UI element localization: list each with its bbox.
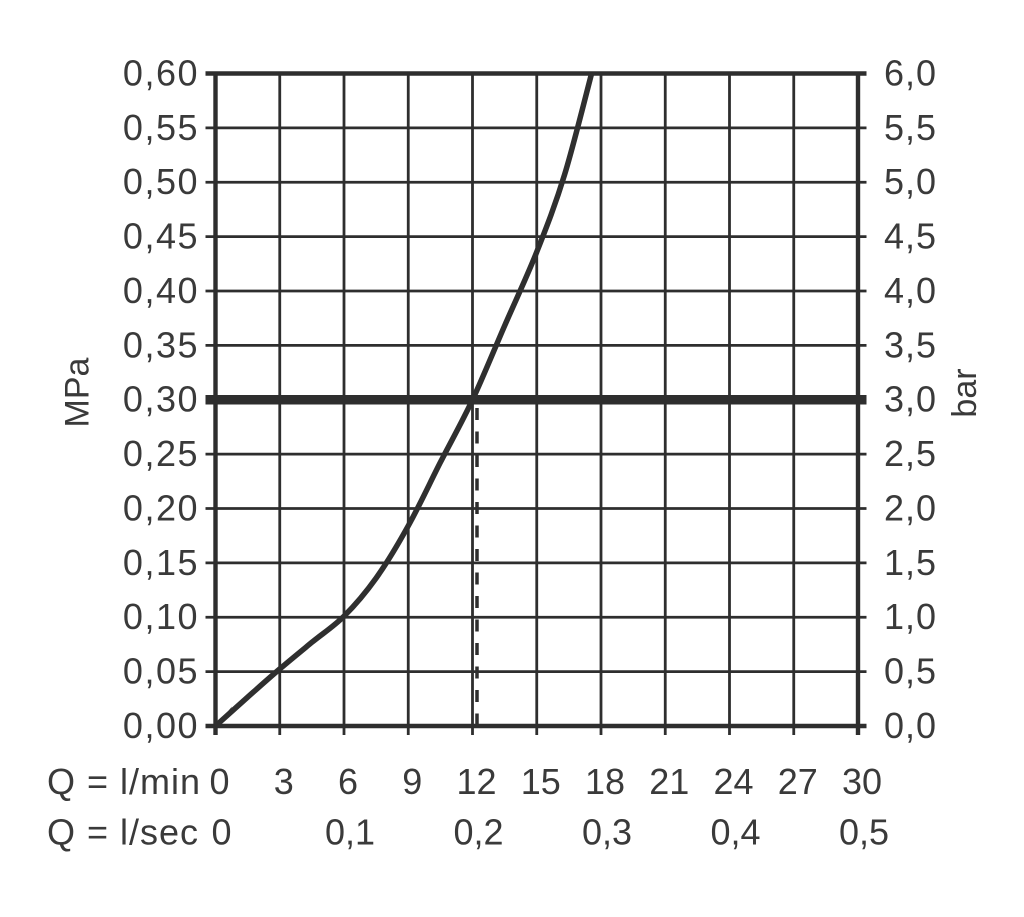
svg-text:0,5: 0,5 — [839, 811, 889, 852]
svg-text:1,5: 1,5 — [884, 542, 937, 583]
svg-text:5,0: 5,0 — [884, 161, 937, 202]
svg-text:27: 27 — [778, 761, 818, 802]
svg-text:6: 6 — [338, 761, 358, 802]
svg-text:0,60: 0,60 — [123, 52, 199, 93]
svg-text:0,55: 0,55 — [123, 107, 199, 148]
svg-text:0,1: 0,1 — [325, 811, 375, 852]
svg-text:4,0: 4,0 — [884, 270, 937, 311]
svg-text:0,35: 0,35 — [123, 324, 199, 365]
svg-text:2,0: 2,0 — [884, 487, 937, 528]
svg-text:0,2: 0,2 — [453, 811, 503, 852]
svg-text:0,15: 0,15 — [123, 542, 199, 583]
svg-text:30: 30 — [842, 761, 882, 802]
svg-text:5,5: 5,5 — [884, 107, 937, 148]
svg-text:15: 15 — [521, 761, 561, 802]
svg-text:0,40: 0,40 — [123, 270, 199, 311]
svg-text:24: 24 — [713, 761, 753, 802]
svg-text:0,5: 0,5 — [884, 651, 937, 692]
svg-text:0,0: 0,0 — [884, 705, 937, 746]
svg-text:MPa: MPa — [59, 357, 97, 427]
svg-text:18: 18 — [585, 761, 625, 802]
svg-text:0: 0 — [209, 761, 229, 802]
svg-text:Q = l/min: Q = l/min — [47, 761, 201, 802]
svg-text:21: 21 — [649, 761, 689, 802]
svg-text:0,45: 0,45 — [123, 216, 199, 257]
svg-text:0,20: 0,20 — [123, 487, 199, 528]
svg-text:9: 9 — [402, 761, 422, 802]
svg-text:12: 12 — [456, 761, 496, 802]
svg-text:1,0: 1,0 — [884, 596, 937, 637]
svg-text:0,30: 0,30 — [123, 379, 199, 420]
svg-text:0,3: 0,3 — [582, 811, 632, 852]
svg-text:Q = l/sec: Q = l/sec — [47, 811, 199, 852]
svg-text:2,5: 2,5 — [884, 433, 937, 474]
svg-text:3: 3 — [274, 761, 294, 802]
svg-text:0,4: 0,4 — [710, 811, 760, 852]
svg-text:0,00: 0,00 — [123, 705, 199, 746]
svg-text:bar: bar — [946, 368, 984, 417]
svg-text:3,5: 3,5 — [884, 324, 937, 365]
svg-text:6,0: 6,0 — [884, 52, 937, 93]
svg-text:0,50: 0,50 — [123, 161, 199, 202]
svg-text:0,10: 0,10 — [123, 596, 199, 637]
svg-text:0,05: 0,05 — [123, 651, 199, 692]
svg-text:0: 0 — [211, 811, 231, 852]
svg-text:4,5: 4,5 — [884, 216, 937, 257]
svg-text:0,25: 0,25 — [123, 433, 199, 474]
svg-text:3,0: 3,0 — [884, 379, 937, 420]
